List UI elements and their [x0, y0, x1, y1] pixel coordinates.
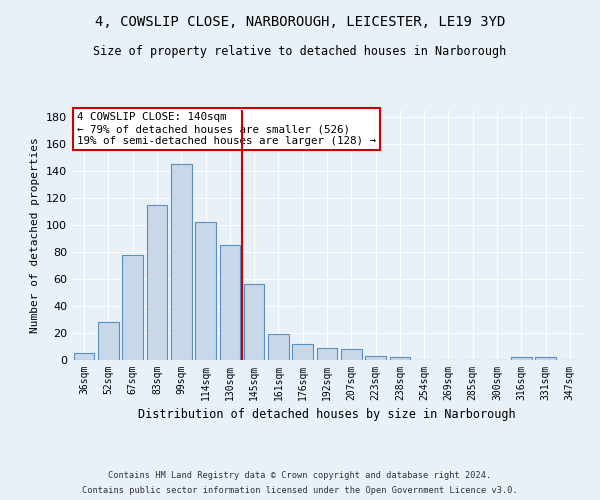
Bar: [365, 356, 386, 360]
Bar: [195, 222, 216, 360]
Bar: [244, 284, 265, 360]
Text: Contains HM Land Registry data © Crown copyright and database right 2024.: Contains HM Land Registry data © Crown c…: [109, 471, 491, 480]
Bar: [317, 348, 337, 360]
Bar: [122, 254, 143, 360]
Bar: [146, 204, 167, 360]
Bar: [220, 245, 240, 360]
Text: 4 COWSLIP CLOSE: 140sqm
← 79% of detached houses are smaller (526)
19% of semi-d: 4 COWSLIP CLOSE: 140sqm ← 79% of detache…: [77, 112, 376, 146]
Bar: [535, 358, 556, 360]
X-axis label: Distribution of detached houses by size in Narborough: Distribution of detached houses by size …: [138, 408, 516, 422]
Bar: [389, 358, 410, 360]
Text: 4, COWSLIP CLOSE, NARBOROUGH, LEICESTER, LE19 3YD: 4, COWSLIP CLOSE, NARBOROUGH, LEICESTER,…: [95, 15, 505, 29]
Bar: [292, 344, 313, 360]
Y-axis label: Number of detached properties: Number of detached properties: [31, 137, 40, 333]
Bar: [98, 322, 119, 360]
Bar: [74, 353, 94, 360]
Bar: [268, 334, 289, 360]
Text: Contains public sector information licensed under the Open Government Licence v3: Contains public sector information licen…: [82, 486, 518, 495]
Text: Size of property relative to detached houses in Narborough: Size of property relative to detached ho…: [94, 45, 506, 58]
Bar: [511, 358, 532, 360]
Bar: [171, 164, 191, 360]
Bar: [341, 349, 362, 360]
